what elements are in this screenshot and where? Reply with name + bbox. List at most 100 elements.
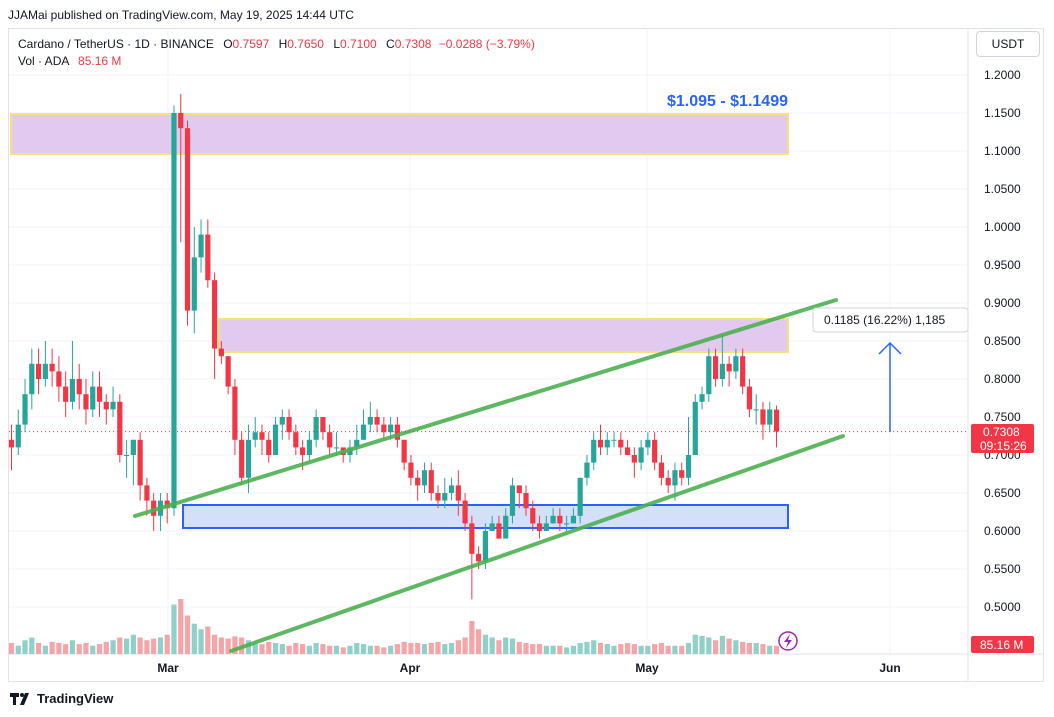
close-value: 0.7308: [394, 37, 432, 51]
candle-body: [22, 394, 28, 425]
candle-body: [536, 523, 543, 531]
candle-body: [638, 447, 644, 463]
candle-body: [530, 508, 536, 524]
volume-bar: [496, 640, 502, 654]
volume-bar: [374, 645, 380, 654]
candle-body: [35, 363, 42, 379]
volume-bar: [171, 604, 177, 654]
volume-bar: [293, 643, 299, 654]
candle-body: [306, 439, 312, 455]
volume-bar: [279, 644, 285, 654]
candle-body: [597, 439, 604, 448]
price-badge-countdown: 09:15:26: [980, 439, 1027, 453]
candle-body: [557, 515, 563, 524]
candle-body: [645, 439, 651, 448]
currency-button[interactable]: USDT: [976, 31, 1040, 57]
candle-body: [685, 455, 692, 478]
candle-body: [360, 424, 367, 440]
volume-bar: [550, 645, 556, 654]
resistance-zone-middle: [218, 318, 789, 353]
candle-body: [577, 477, 583, 516]
volume-bar: [509, 638, 516, 654]
volume-bar: [76, 644, 82, 654]
volume-bar: [591, 640, 597, 654]
candle-body: [327, 432, 333, 448]
dividends-event-icon: [778, 631, 798, 651]
candle-body: [198, 234, 204, 258]
candle-body: [218, 348, 224, 357]
volume-bar: [56, 643, 62, 654]
volume-badge-bg: [971, 636, 1034, 653]
candle-body: [421, 470, 428, 486]
candle-body: [584, 462, 590, 478]
candle-body: [272, 424, 279, 455]
volume-bar: [83, 643, 89, 654]
volume-bar: [144, 640, 150, 654]
candle-body: [665, 477, 671, 486]
x-tick-label: Jun: [879, 661, 900, 675]
volume-bar: [760, 644, 766, 654]
volume-bar: [442, 644, 448, 654]
volume-bar: [272, 643, 279, 654]
candle-body: [178, 113, 184, 129]
candle-body: [320, 417, 326, 433]
candle-body: [442, 493, 448, 501]
volume-bar: [462, 637, 468, 654]
volume-bar: [164, 634, 170, 654]
candle-body: [184, 128, 191, 311]
volume-bar: [706, 637, 712, 654]
candle-body: [604, 439, 610, 448]
volume-bar: [564, 647, 570, 654]
volume-bar: [733, 640, 739, 654]
y-tick-label: 0.6500: [984, 486, 1021, 500]
tradingview-logo[interactable]: TradingView: [10, 691, 113, 706]
volume-bar: [415, 643, 421, 654]
volume-bar: [232, 636, 238, 654]
volume-bar: [22, 640, 28, 654]
volume-bar: [611, 645, 617, 654]
volume-label: Vol · ADA: [18, 54, 69, 68]
volume-bar: [557, 645, 563, 654]
y-tick-label: 0.9000: [984, 296, 1021, 310]
candle-body: [401, 439, 407, 463]
candle-body: [232, 386, 238, 440]
candle-body: [205, 234, 211, 281]
volume-bar: [428, 643, 434, 654]
open-value: 0.7597: [232, 37, 270, 51]
volume-bar: [631, 644, 637, 654]
volume-bar: [408, 643, 414, 654]
volume-bar: [245, 640, 252, 654]
volume-bar: [665, 645, 671, 654]
symbol-label: Cardano / TetherUS · 1D · BINANCE: [18, 37, 214, 51]
volume-bar: [516, 641, 522, 654]
volume-bar: [455, 640, 461, 654]
volume-bar: [218, 637, 224, 654]
price-badge-bg: [971, 424, 1034, 453]
candle-body: [63, 386, 69, 402]
volume-badge: 85.16 M: [971, 636, 1034, 653]
candle-body: [394, 424, 400, 440]
candle-body: [679, 470, 685, 478]
y-tick-label: 0.8500: [984, 334, 1021, 348]
volume-bar: [536, 644, 543, 654]
candle-body: [367, 417, 373, 425]
volume-bar: [69, 640, 76, 654]
candle-body: [259, 432, 265, 440]
candle-body: [103, 401, 109, 410]
volume-bar: [476, 629, 482, 654]
volume-bar: [8, 643, 15, 654]
candle-body: [503, 515, 509, 539]
high-value: 0.7650: [287, 37, 324, 51]
volume-bar: [394, 644, 400, 654]
volume-bar: [286, 645, 292, 654]
candle-body: [462, 500, 468, 524]
candle-body: [374, 417, 380, 425]
volume-bar: [184, 615, 191, 654]
volume-bar: [35, 643, 42, 654]
candle-body: [428, 470, 434, 493]
candle-body: [286, 417, 292, 433]
volume-bar: [638, 645, 644, 654]
y-tick-label: 0.5500: [984, 562, 1021, 576]
candle-body: [591, 439, 597, 463]
